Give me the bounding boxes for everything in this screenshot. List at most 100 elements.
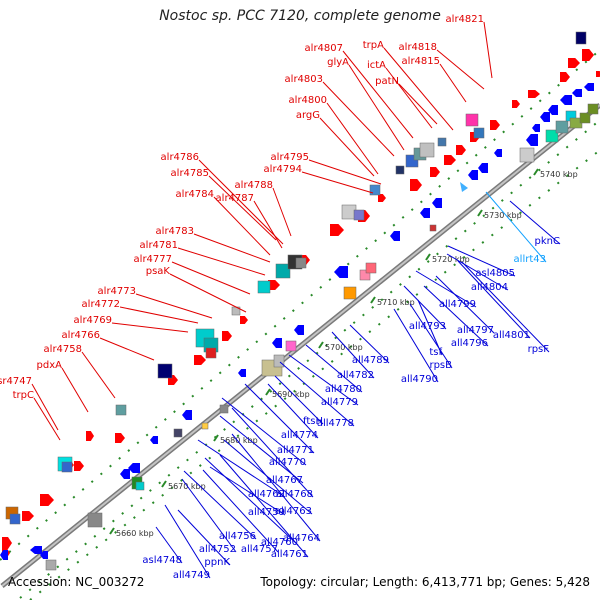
gene-label-tsf[interactable]: tsf [429,347,442,358]
gene-label-rpsb[interactable]: rpsB [429,360,452,371]
forward-gene-arrow[interactable] [582,49,594,61]
forward-gene-arrow[interactable] [268,280,280,290]
gene-label-alr4781[interactable]: alr4781 [140,240,178,251]
forward-gene-arrow[interactable] [2,537,12,549]
forward-gene-arrow[interactable] [560,72,570,82]
gene-block[interactable] [545,129,559,143]
gene-label-alr4784[interactable]: alr4784 [176,189,214,200]
gene-block[interactable] [465,113,479,127]
reverse-gene-arrow[interactable] [584,83,594,91]
reverse-gene-arrow[interactable] [432,198,442,208]
gene-label-pdxa[interactable]: pdxA [37,360,63,371]
gene-block[interactable] [429,224,437,232]
gene-label-icta[interactable]: ictA [367,60,386,71]
gene-label-alr4777[interactable]: alr4777 [134,254,172,265]
gene-label-alr4807[interactable]: alr4807 [305,43,343,54]
gene-label-all4793[interactable]: all4793 [409,321,446,332]
gene-label-alr4766[interactable]: alr4766 [62,330,100,341]
gene-label-rpsf[interactable]: rpsF [528,344,550,355]
reverse-gene-arrow[interactable] [420,208,430,218]
reverse-gene-arrow[interactable] [272,338,282,348]
reverse-gene-arrow[interactable] [468,170,478,180]
gene-label-all4778[interactable]: all4778 [317,418,354,429]
gene-label-alr4769[interactable]: alr4769 [74,315,112,326]
forward-gene-arrow[interactable] [410,179,422,191]
gene-label-trpa[interactable]: trpA [363,40,384,51]
gene-block[interactable] [359,269,371,281]
gene-label-alr4800[interactable]: alr4800 [289,95,327,106]
gene-block[interactable] [579,112,591,124]
gene-label-all4764[interactable]: all4764 [283,533,320,544]
gene-label-all4801[interactable]: all4801 [493,330,530,341]
reverse-gene-arrow[interactable] [120,469,130,479]
gene-label-pknc[interactable]: pknC [535,236,560,247]
reverse-gene-arrow[interactable] [0,550,8,560]
gene-label-alr4818[interactable]: alr4818 [399,42,437,53]
reverse-gene-arrow[interactable] [238,369,246,377]
forward-gene-arrow[interactable] [596,71,600,77]
gene-block[interactable] [87,512,103,528]
reverse-gene-arrow[interactable] [478,163,488,173]
rna-gene-arrow[interactable] [460,182,468,192]
forward-gene-arrow[interactable] [222,331,232,341]
gene-block[interactable] [273,354,285,368]
gene-label-alr4783[interactable]: alr4783 [156,226,194,237]
forward-gene-arrow[interactable] [40,494,54,506]
gene-block[interactable] [555,120,569,134]
forward-gene-arrow[interactable] [568,58,580,68]
gene-label-all4756[interactable]: all4756 [219,531,256,542]
gene-label-psak[interactable]: psaK [146,266,171,277]
gene-label-asl4748[interactable]: asl4748 [142,555,182,566]
forward-gene-arrow[interactable] [512,100,520,108]
forward-gene-arrow[interactable] [74,461,84,471]
gene-label-ppnk[interactable]: ppnK [204,557,230,568]
forward-gene-arrow[interactable] [194,355,206,365]
gene-label-all4768[interactable]: all4768 [276,489,313,500]
gene-block[interactable] [9,513,21,525]
forward-gene-arrow[interactable] [490,120,500,130]
gene-block[interactable] [219,404,229,414]
gene-label-all4779[interactable]: all4779 [321,397,358,408]
gene-label-all4762[interactable]: all4762 [248,489,285,500]
gene-label-all4804[interactable]: all4804 [471,282,508,293]
gene-block[interactable] [343,286,357,300]
reverse-gene-arrow[interactable] [532,124,540,132]
gene-label-all4797[interactable]: all4797 [457,325,494,336]
gene-label-alr4772[interactable]: alr4772 [82,299,120,310]
gene-block[interactable] [365,262,377,274]
gene-label-alr4815[interactable]: alr4815 [402,56,440,67]
gene-label-all4752[interactable]: all4752 [199,544,236,555]
gene-block[interactable] [575,31,587,45]
gene-label-alr4821[interactable]: alr4821 [446,14,484,25]
gene-label-all4761[interactable]: all4761 [271,549,308,560]
gene-block[interactable] [45,559,57,571]
gene-label-alr4803[interactable]: alr4803 [285,74,323,85]
gene-label-all4763[interactable]: all4763 [275,506,312,517]
forward-gene-arrow[interactable] [456,145,466,155]
gene-label-all4760[interactable]: all4760 [261,537,298,548]
reverse-gene-arrow[interactable] [182,410,192,420]
reverse-gene-arrow[interactable] [294,325,304,335]
gene-label-glya[interactable]: glyA [327,57,349,68]
gene-block[interactable] [285,340,297,352]
gene-label-all4789[interactable]: all4789 [352,355,389,366]
gene-block[interactable] [295,257,307,269]
reverse-gene-arrow[interactable] [390,231,400,241]
gene-label-asr4747[interactable]: asr4747 [0,376,32,387]
gene-block[interactable] [201,422,209,430]
gene-label-all4782[interactable]: all4782 [337,370,374,381]
reverse-gene-arrow[interactable] [572,89,582,97]
reverse-gene-arrow[interactable] [560,95,572,105]
forward-gene-arrow[interactable] [430,167,440,177]
reverse-gene-arrow[interactable] [548,105,558,115]
gene-label-all4780[interactable]: all4780 [325,384,362,395]
forward-gene-arrow[interactable] [330,224,344,236]
gene-label-alr4758[interactable]: alr4758 [44,344,82,355]
gene-block[interactable] [437,137,447,147]
reverse-gene-arrow[interactable] [128,463,140,473]
gene-block[interactable] [369,184,381,196]
gene-block[interactable] [135,481,145,491]
gene-label-alr4786[interactable]: alr4786 [161,152,199,163]
forward-gene-arrow[interactable] [528,90,540,98]
reverse-gene-arrow[interactable] [150,436,158,444]
